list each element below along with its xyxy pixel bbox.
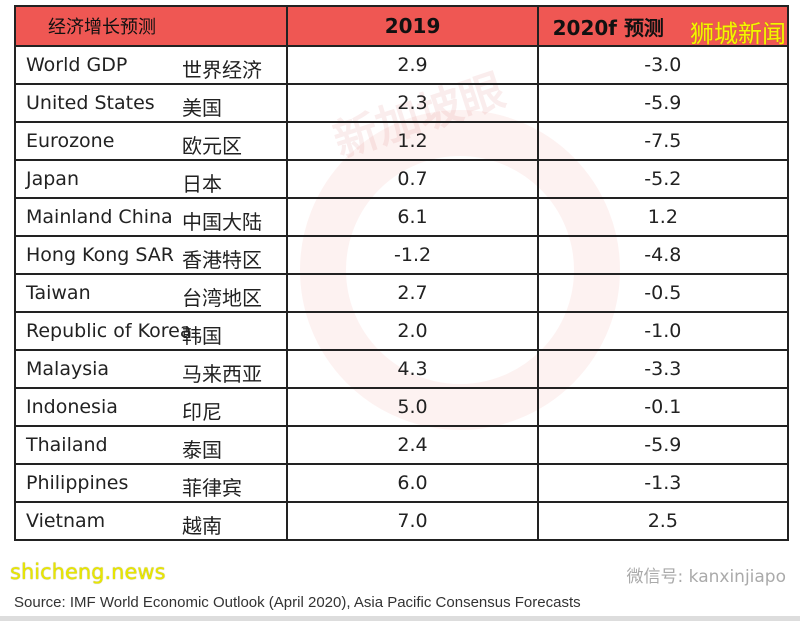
region-zh: 马来西亚 [182,362,262,386]
value-2020: -5.9 [536,83,790,123]
table-row: United States 美国 2.3 -5.9 [13,83,790,123]
value-2019: 7.0 [286,501,539,541]
value-2019: 5.0 [286,387,539,427]
region-en: United States [26,92,155,114]
site-watermark: shicheng.news [10,560,166,584]
logo-watermark: 狮城新闻 [690,20,786,48]
value-2019: 1.2 [286,121,539,161]
table-row: Thailand 泰国 2.4 -5.9 [13,425,790,465]
region-en: Malaysia [26,358,110,380]
bottom-bar [0,616,800,621]
value-2019: 6.0 [286,463,539,503]
region-en: Indonesia [26,396,118,418]
header-label: 经济增长预测 [13,5,289,47]
region-zh: 韩国 [182,324,222,348]
value-2019: 2.7 [286,273,539,313]
value-2019: 2.4 [286,425,539,465]
value-2020: -5.9 [536,425,790,465]
table-row: Philippines 菲律宾 6.0 -1.3 [13,463,790,503]
region-zh: 香港特区 [182,248,262,272]
value-2020: -1.0 [536,311,790,351]
region-en: Philippines [26,472,129,494]
region-en: Mainland China [26,206,173,228]
value-2020: -0.5 [536,273,790,313]
value-2019: -1.2 [286,235,539,275]
table-row: Hong Kong SAR 香港特区 -1.2 -4.8 [13,235,790,275]
value-2020: -4.8 [536,235,790,275]
region-cell: Malaysia 马来西亚 [13,349,289,389]
value-2019: 4.3 [286,349,539,389]
wechat-watermark: 微信号: kanxinjiapo [626,567,786,587]
table-row: World GDP 世界经济 2.9 -3.0 [13,45,790,85]
region-cell: Eurozone 欧元区 [13,121,289,161]
value-2020: 2.5 [536,501,790,541]
header-2019: 2019 [286,5,539,47]
table-row: Taiwan 台湾地区 2.7 -0.5 [13,273,790,313]
value-2020: -3.3 [536,349,790,389]
region-zh: 泰国 [182,438,222,462]
table-row: Eurozone 欧元区 1.2 -7.5 [13,121,790,161]
value-2019: 2.9 [286,45,539,85]
value-2020: -3.0 [536,45,790,85]
region-cell: Philippines 菲律宾 [13,463,289,503]
region-cell: Republic of Korea 韩国 [13,311,289,351]
growth-forecast-table: 经济增长预测 2019 2020f 预测 World GDP 世界经济 2.9 -3.… [13,5,790,541]
region-cell: Thailand 泰国 [13,425,289,465]
region-cell: United States 美国 [13,83,289,123]
region-en: Taiwan [26,282,91,304]
table-row: Mainland China 中国大陆 6.1 1.2 [13,197,790,237]
region-zh: 越南 [182,514,222,538]
table-row: Malaysia 马来西亚 4.3 -3.3 [13,349,790,389]
region-en: World GDP [26,54,128,76]
region-zh: 菲律宾 [182,476,242,500]
value-2020: -7.5 [536,121,790,161]
region-zh: 日本 [182,172,222,196]
table-row: Vietnam 越南 7.0 2.5 [13,501,790,541]
value-2020: -1.3 [536,463,790,503]
region-cell: Vietnam 越南 [13,501,289,541]
source-note: Source: IMF World Economic Outlook (Apri… [14,594,581,611]
region-cell: Mainland China 中国大陆 [13,197,289,237]
region-zh: 中国大陆 [182,210,262,234]
value-2019: 0.7 [286,159,539,199]
value-2019: 2.0 [286,311,539,351]
region-en: Eurozone [26,130,115,152]
region-en: Japan [26,168,79,190]
region-cell: Indonesia 印尼 [13,387,289,427]
region-cell: Hong Kong SAR 香港特区 [13,235,289,275]
table-row: Indonesia 印尼 5.0 -0.1 [13,387,790,427]
header-2020: 2020f 预测 [536,5,790,47]
region-en: Vietnam [26,510,106,532]
region-en: Thailand [26,434,108,456]
region-en: Republic of Korea [26,320,192,342]
value-2020: -5.2 [536,159,790,199]
region-cell: Japan 日本 [13,159,289,199]
table-row: Japan 日本 0.7 -5.2 [13,159,790,199]
region-zh: 印尼 [182,400,222,424]
value-2020: -0.1 [536,387,790,427]
region-zh: 世界经济 [182,58,262,82]
region-cell: Taiwan 台湾地区 [13,273,289,313]
value-2019: 6.1 [286,197,539,237]
value-2020: 1.2 [536,197,790,237]
region-cell: World GDP 世界经济 [13,45,289,85]
table-row: Republic of Korea 韩国 2.0 -1.0 [13,311,790,351]
region-zh: 台湾地区 [182,286,262,310]
region-zh: 欧元区 [182,134,242,158]
region-zh: 美国 [182,96,222,120]
region-en: Hong Kong SAR [26,244,174,266]
value-2019: 2.3 [286,83,539,123]
